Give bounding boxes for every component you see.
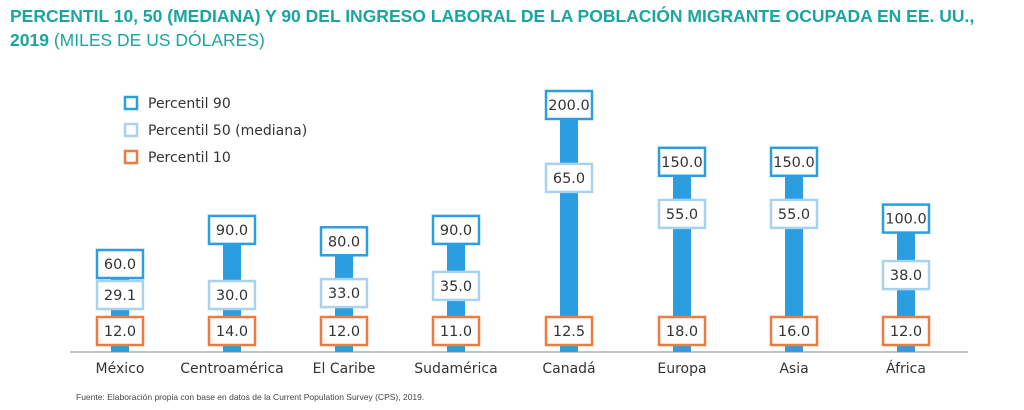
p90-data-label: 200.0 <box>548 98 590 114</box>
x-tick-label: Sudamérica <box>414 361 497 377</box>
p50-data-label: 38.0 <box>890 268 922 284</box>
p50-data-label: 30.0 <box>216 288 248 304</box>
labels-layer: 60.0 29.1 12.0 México 90.0 30.0 14.0 Centroamér… <box>95 89 931 377</box>
legend: Percentil 90 Percentil 50 (mediana) Percen… <box>123 95 307 166</box>
x-tick-label: Canadá <box>542 361 595 377</box>
p90-data-label: 150.0 <box>661 155 703 171</box>
p10-data-label: 12.0 <box>328 324 360 340</box>
p50-value-box <box>544 162 594 194</box>
p10-data-label: 14.0 <box>216 324 248 340</box>
p90-data-label: 80.0 <box>328 234 360 250</box>
p90-value-box <box>431 214 481 246</box>
legend-label: Percentil 10 <box>148 150 231 166</box>
p10-data-label: 12.5 <box>553 324 585 340</box>
p10-data-label: 16.0 <box>778 324 810 340</box>
p10-data-label: 11.0 <box>440 324 472 340</box>
p90-data-label: 60.0 <box>104 257 136 273</box>
legend-label: Percentil 90 <box>148 96 231 112</box>
chart-title: PERCENTIL 10, 50 (MEDIANA) Y 90 DEL INGR… <box>10 4 1015 52</box>
p10-data-label: 12.0 <box>104 324 136 340</box>
p10-value-box <box>431 315 481 347</box>
x-tick-label: Centroamérica <box>180 361 284 377</box>
range-bar-chart: 60.0 29.1 12.0 México 90.0 30.0 14.0 Centroamér… <box>70 89 968 377</box>
p10-value-box <box>657 315 707 347</box>
p10-value-box <box>881 315 931 347</box>
p90-value-box <box>207 214 257 246</box>
legend-swatch <box>123 122 139 138</box>
p50-data-label: 35.0 <box>440 279 472 295</box>
p90-value-box <box>319 226 369 257</box>
legend-swatch <box>123 149 139 165</box>
p90-value-box <box>881 203 931 234</box>
p10-value-box <box>544 315 594 347</box>
p10-data-label: 18.0 <box>666 324 698 340</box>
p90-data-label: 90.0 <box>440 223 472 239</box>
p10-data-label: 12.0 <box>890 324 922 340</box>
p50-data-label: 55.0 <box>778 207 810 223</box>
p90-value-box <box>657 146 707 178</box>
p50-data-label: 29.1 <box>104 288 136 304</box>
chart-title-main: PERCENTIL 10, 50 (MEDIANA) Y 90 DEL INGR… <box>10 6 975 50</box>
p50-data-label: 33.0 <box>328 286 360 302</box>
x-tick-label: México <box>96 361 145 377</box>
p90-value-box <box>769 146 819 178</box>
p50-value-box <box>769 198 819 230</box>
x-tick-label: El Caribe <box>313 361 376 377</box>
legend-label: Percentil 50 (mediana) <box>148 123 307 139</box>
p50-value-box <box>881 259 931 291</box>
p90-data-label: 150.0 <box>773 155 815 171</box>
p90-value-box <box>544 89 594 121</box>
p90-data-label: 90.0 <box>216 223 248 239</box>
range-bar <box>560 105 578 352</box>
x-tick-label: Asia <box>779 361 808 377</box>
p50-value-box <box>95 279 145 311</box>
p90-value-box <box>95 248 145 280</box>
p50-data-label: 55.0 <box>666 207 698 223</box>
p10-value-box <box>769 315 819 347</box>
p90-data-label: 100.0 <box>885 212 927 228</box>
legend-swatch <box>123 95 139 111</box>
p50-value-box <box>431 270 481 302</box>
chart-title-unit: (MILES DE US DÓLARES) <box>53 30 265 50</box>
p50-value-box <box>207 279 257 311</box>
p50-value-box <box>657 198 707 230</box>
source-note: Fuente: Elaboración propia con base en d… <box>76 392 425 402</box>
p10-value-box <box>207 315 257 347</box>
p10-value-box <box>95 315 145 347</box>
p10-value-box <box>319 315 369 347</box>
x-tick-label: Europa <box>657 361 706 377</box>
p50-value-box <box>319 277 369 309</box>
p50-data-label: 65.0 <box>553 171 585 187</box>
x-tick-label: África <box>886 360 926 377</box>
